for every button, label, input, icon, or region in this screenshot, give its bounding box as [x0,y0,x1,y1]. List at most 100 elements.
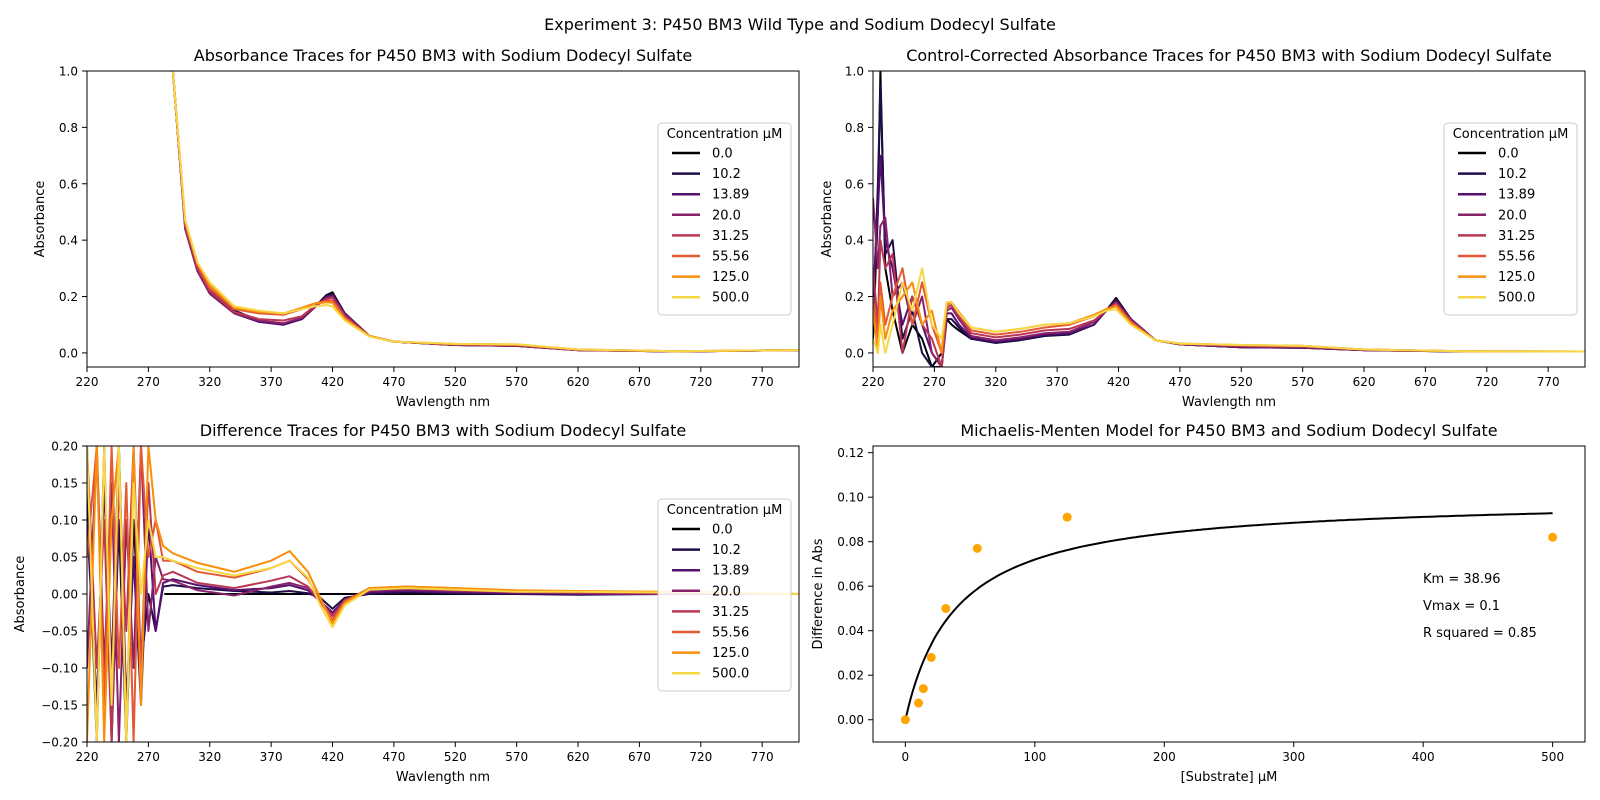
y-tick-label: 0.0 [59,346,78,360]
annotation-vmax: Vmax = 0.1 [1423,599,1500,614]
x-tick-label: 520 [444,750,467,764]
legend-title: Concentration µM [667,127,783,142]
data-point [1548,532,1558,542]
legend-label: 20.0 [1498,208,1527,223]
legend-label: 125.0 [712,270,749,285]
legend-label: 55.56 [712,250,749,265]
y-tick-label: 0.00 [837,713,864,727]
x-tick-label: 470 [382,750,405,764]
y-tick-label: 0.2 [845,290,864,304]
michaelis-menten-panel: Michaelis-Menten Model for P450 BM3 and … [811,421,1586,785]
legend-label: 125.0 [1498,270,1535,285]
y-tick-label: 0.4 [845,234,864,248]
x-axis-label: Wavlength nm [1182,395,1276,410]
plot-frame [872,70,1586,368]
x-tick-label: 400 [1412,750,1435,764]
legend-title: Concentration µM [667,503,783,518]
y-tick-label: 0.12 [837,446,864,460]
x-tick-label: 770 [751,750,774,764]
absorbance-traces-panel: Absorbance Traces for P450 BM3 with Sodi… [33,46,800,410]
annotation-r-squared: R squared = 0.85 [1423,626,1537,641]
legend-label: 13.89 [712,188,749,203]
x-tick-label: 220 [76,750,99,764]
control-corrected-panel: Control-Corrected Absorbance Traces for … [820,46,1586,410]
series-line-500.0 [87,446,799,742]
x-tick-label: 300 [1282,750,1305,764]
panel-title: Absorbance Traces for P450 BM3 with Sodi… [194,46,693,65]
y-tick-label: 0.8 [845,121,864,135]
series-layer [87,446,799,742]
legend-label: 10.2 [712,167,741,182]
x-tick-label: 370 [1046,375,1069,389]
x-tick-label: 220 [862,375,885,389]
x-tick-label: 670 [628,375,651,389]
y-tick-label: 0.8 [59,121,78,135]
y-tick-label: 0.15 [51,477,78,491]
x-tick-label: 520 [1230,375,1253,389]
y-tick-label: 0.6 [845,177,864,191]
y-tick-label: 0.05 [51,551,78,565]
x-tick-label: 720 [689,750,712,764]
fit-curve [904,512,1553,720]
data-point [972,543,982,553]
plot-frame [872,445,1586,743]
legend-label: 0.0 [712,523,733,538]
x-tick-label: 200 [1153,750,1176,764]
figure-suptitle: Experiment 3: P450 BM3 Wild Type and Sod… [544,15,1056,34]
legend-label: 31.25 [712,605,749,620]
legend-label: 10.2 [1498,167,1527,182]
x-tick-label: 370 [260,375,283,389]
series-layer [171,71,799,353]
y-tick-label: −0.20 [41,736,78,750]
x-axis-label: Wavlength nm [396,770,490,785]
tick-layer: 220 270 320 370 420 470 520 570 620 670 720 7700.00… [845,65,1560,390]
tick-layer: 0 100 200 300 400 500 0.00 0.02 0.04 0.06 0.08 0.10… [837,446,1564,764]
legend-frame [1443,122,1578,316]
series-layer [873,71,1585,367]
data-point [1062,512,1072,522]
x-tick-label: 270 [923,375,946,389]
x-tick-label: 420 [1107,375,1130,389]
x-tick-label: 220 [76,375,99,389]
legend-label: 0.0 [1498,147,1519,162]
x-tick-label: 720 [1475,375,1498,389]
y-tick-label: −0.10 [41,662,78,676]
x-tick-label: 320 [198,375,221,389]
legend-label: 20.0 [712,584,741,599]
legend-label: 31.25 [1498,229,1535,244]
y-tick-label: 0.2 [59,290,78,304]
x-tick-label: 470 [382,375,405,389]
x-tick-label: 620 [567,375,590,389]
x-tick-label: 570 [505,750,528,764]
y-tick-label: 0.10 [51,514,78,528]
legend-label: 125.0 [712,646,749,661]
x-tick-label: 520 [444,375,467,389]
data-point [926,652,936,662]
y-tick-label: 0.06 [837,580,864,594]
x-tick-label: 320 [198,750,221,764]
x-tick-label: 770 [1537,375,1560,389]
legend-frame [657,498,792,692]
x-axis-label: [Substrate] µM [1181,770,1278,785]
legend-title: Concentration µM [1453,127,1569,142]
legend-label: 55.56 [1498,250,1535,265]
x-tick-label: 620 [1353,375,1376,389]
y-tick-label: 0.10 [837,491,864,505]
legend-label: 0.0 [712,147,733,162]
x-tick-label: 320 [984,375,1007,389]
x-tick-label: 570 [1291,375,1314,389]
legend-items: 0.0 10.2 13.89 20.0 31.25 55.56 125.0 500.0 [672,147,749,306]
x-tick-label: 770 [751,375,774,389]
series-line-500.0 [873,267,1585,354]
x-tick-label: 270 [137,750,160,764]
data-point [900,715,910,725]
plot-frame [86,445,800,743]
x-axis-label: Wavlength nm [396,395,490,410]
y-axis-label: Absorbance [13,556,28,633]
plot-frame [86,70,800,368]
series-layer [900,512,1558,725]
panel-title: Michaelis-Menten Model for P450 BM3 and … [960,421,1497,440]
y-tick-label: 0.04 [837,624,864,638]
y-tick-label: −0.05 [41,625,78,639]
